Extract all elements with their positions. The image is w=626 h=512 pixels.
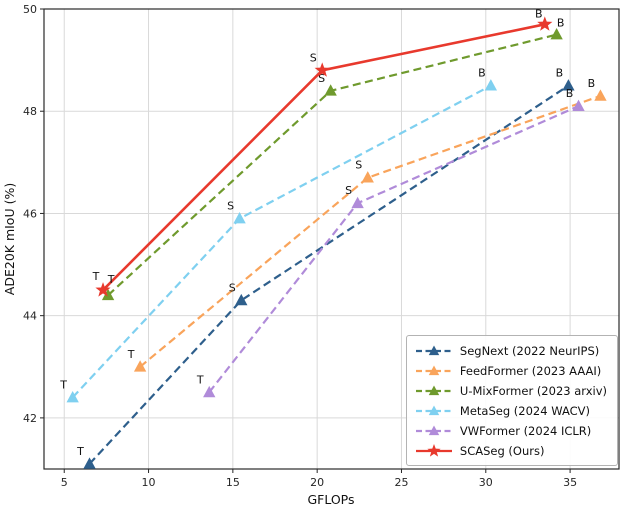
x-tick-label: 5 xyxy=(61,476,68,489)
x-tick-label: 20 xyxy=(310,476,324,489)
point-label: B xyxy=(556,67,564,80)
legend-item: FeedFormer (2023 AAAI) xyxy=(415,362,607,379)
y-tick-label: 44 xyxy=(23,310,37,323)
legend-label: U-MixFormer (2023 arxiv) xyxy=(459,383,607,398)
point-label: B xyxy=(557,17,565,30)
data-point-marker xyxy=(550,28,563,40)
legend-item: SCASeg (Ours) xyxy=(415,442,607,459)
data-point-marker xyxy=(66,390,79,403)
series-line xyxy=(102,23,546,292)
legend-item: SegNext (2022 NeurIPS) xyxy=(415,342,607,359)
point-label: B xyxy=(588,77,596,90)
x-tick-label: 25 xyxy=(394,476,408,489)
legend-marker-icon xyxy=(415,345,452,355)
point-label: S xyxy=(345,184,352,197)
series-line xyxy=(107,33,557,297)
data-point-marker xyxy=(314,62,330,77)
y-tick-label: 42 xyxy=(23,412,37,425)
axes: 5 10 15 20 25 30 35 42 44 46 48 50 xyxy=(23,3,620,489)
legend: SegNext (2022 NeurIPS) FeedFormer (2023 A… xyxy=(405,335,618,466)
data-point-marker xyxy=(235,293,248,306)
data-point-marker xyxy=(537,16,553,31)
legend-marker-icon xyxy=(415,385,452,395)
data-point-marker xyxy=(133,360,147,372)
data-point-marker xyxy=(484,79,498,91)
point-label: B xyxy=(478,67,486,80)
legend-marker-icon xyxy=(415,365,452,375)
data-point-marker xyxy=(572,99,585,111)
data-point-marker xyxy=(101,288,115,301)
point-label: B xyxy=(535,7,543,20)
point-label: S xyxy=(229,281,236,294)
legend-marker-icon xyxy=(415,405,452,415)
legend-item: VWFormer (2024 ICLR) xyxy=(415,422,607,439)
x-tick-label: 10 xyxy=(142,476,156,489)
data-point-marker xyxy=(324,84,337,96)
y-tick-label: 46 xyxy=(23,207,37,220)
data-point-marker xyxy=(351,196,364,209)
x-tick-label: 30 xyxy=(479,476,493,489)
legend-marker-icon xyxy=(415,425,452,435)
point-label: T xyxy=(59,378,67,391)
point-label: S xyxy=(227,200,234,213)
data-point-marker xyxy=(83,457,96,469)
data-point-marker xyxy=(95,282,111,297)
x-tick-label: 35 xyxy=(563,476,577,489)
y-tick-label: 48 xyxy=(23,105,37,118)
point-label: T xyxy=(92,270,100,283)
data-point-marker xyxy=(594,89,607,101)
point-label: S xyxy=(318,72,325,85)
x-tick-label: 15 xyxy=(226,476,240,489)
point-label: B xyxy=(566,87,574,100)
data-point-marker xyxy=(361,171,374,183)
point-label: T xyxy=(76,445,84,458)
point-label: T xyxy=(196,373,204,386)
series-line xyxy=(139,94,601,368)
y-tick-label: 50 xyxy=(23,3,37,16)
legend-item: U-MixFormer (2023 arxiv) xyxy=(415,382,607,399)
legend-item: MetaSeg (2024 WACV) xyxy=(415,402,607,419)
legend-marker-icon xyxy=(415,443,452,457)
legend-label: VWFormer (2024 ICLR) xyxy=(459,423,592,438)
data-point-marker xyxy=(562,79,575,91)
legend-label: MetaSeg (2024 WACV) xyxy=(459,403,590,418)
y-axis-label: ADE20K mIoU (%) xyxy=(2,183,17,295)
legend-label: FeedFormer (2023 AAAI) xyxy=(459,363,602,378)
legend-label: SegNext (2022 NeurIPS) xyxy=(459,343,600,358)
x-axis-label: GFLOPs xyxy=(307,492,354,507)
point-label: T xyxy=(107,273,115,286)
point-label: T xyxy=(127,348,135,361)
data-series: T S B T S B T S B T S B T S B T S B xyxy=(59,7,607,469)
legend-label: SCASeg (Ours) xyxy=(459,443,545,458)
plot-border xyxy=(43,8,620,470)
data-point-marker xyxy=(203,385,216,398)
point-label: S xyxy=(355,159,362,172)
point-label: S xyxy=(310,51,317,64)
data-point-marker xyxy=(233,212,246,224)
